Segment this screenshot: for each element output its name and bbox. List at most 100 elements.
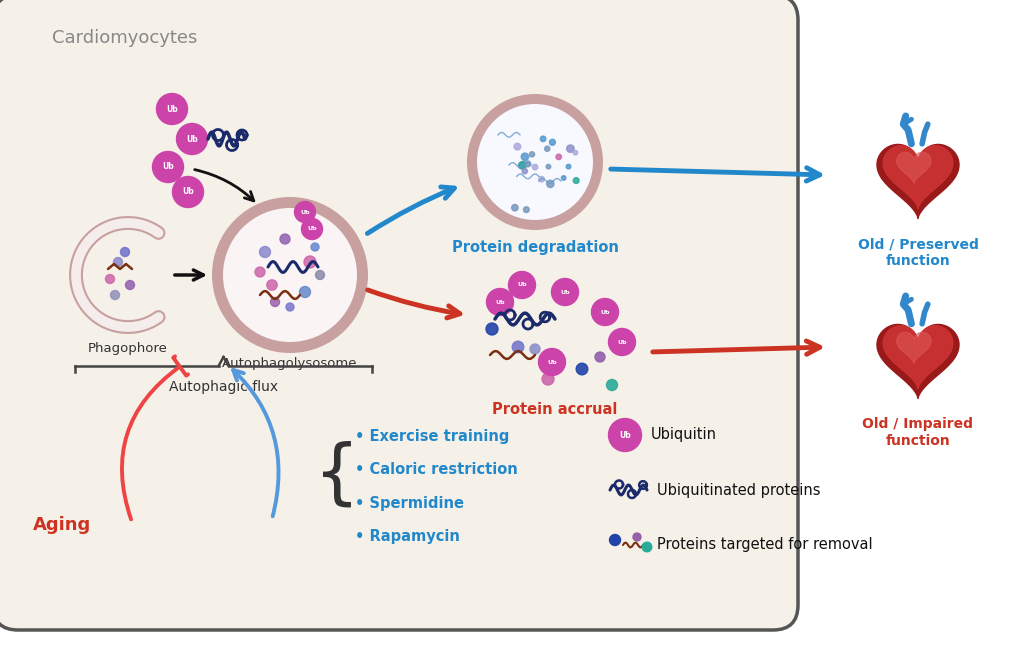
Text: • Exercise training: • Exercise training bbox=[355, 429, 509, 444]
Polygon shape bbox=[897, 332, 931, 363]
Circle shape bbox=[153, 152, 183, 183]
Circle shape bbox=[522, 168, 527, 174]
Circle shape bbox=[545, 146, 550, 151]
Circle shape bbox=[550, 139, 555, 145]
Text: Cardiomyocytes: Cardiomyocytes bbox=[52, 29, 198, 47]
Circle shape bbox=[311, 243, 319, 251]
Circle shape bbox=[514, 143, 521, 150]
Circle shape bbox=[299, 286, 310, 298]
Text: Ub: Ub bbox=[307, 227, 316, 231]
Text: • Rapamycin: • Rapamycin bbox=[355, 530, 460, 545]
Circle shape bbox=[552, 279, 579, 306]
Circle shape bbox=[111, 290, 120, 300]
Circle shape bbox=[176, 124, 208, 154]
Circle shape bbox=[486, 323, 498, 335]
Text: Phagophore: Phagophore bbox=[88, 342, 168, 355]
Circle shape bbox=[477, 104, 593, 220]
Circle shape bbox=[606, 380, 617, 390]
Circle shape bbox=[270, 298, 280, 307]
Circle shape bbox=[529, 152, 535, 157]
Circle shape bbox=[259, 246, 270, 258]
Text: Ub: Ub bbox=[560, 290, 569, 294]
Circle shape bbox=[608, 328, 636, 355]
Circle shape bbox=[467, 94, 603, 230]
Text: Proteins targeted for removal: Proteins targeted for removal bbox=[657, 537, 872, 553]
Text: Ub: Ub bbox=[496, 300, 505, 304]
Circle shape bbox=[521, 153, 528, 160]
Circle shape bbox=[561, 175, 566, 180]
Text: Aging: Aging bbox=[33, 516, 91, 534]
Text: Ubiquitin: Ubiquitin bbox=[651, 428, 717, 443]
Circle shape bbox=[573, 150, 578, 155]
Circle shape bbox=[595, 352, 605, 362]
Circle shape bbox=[519, 162, 526, 169]
Text: Ub: Ub bbox=[547, 359, 557, 365]
Circle shape bbox=[633, 533, 641, 541]
FancyBboxPatch shape bbox=[0, 0, 798, 630]
Circle shape bbox=[542, 373, 554, 385]
Circle shape bbox=[608, 419, 641, 451]
Circle shape bbox=[546, 164, 551, 169]
Circle shape bbox=[532, 164, 538, 170]
Text: Ub: Ub bbox=[517, 283, 526, 288]
Text: Old / Impaired
function: Old / Impaired function bbox=[862, 417, 974, 448]
Text: Ub: Ub bbox=[162, 162, 174, 171]
Text: Ub: Ub bbox=[600, 309, 609, 315]
Text: • Spermidine: • Spermidine bbox=[355, 496, 464, 511]
Text: Ub: Ub bbox=[620, 430, 631, 440]
Circle shape bbox=[541, 136, 546, 142]
Circle shape bbox=[280, 234, 290, 244]
Text: Ub: Ub bbox=[186, 135, 198, 143]
Circle shape bbox=[267, 280, 278, 290]
Circle shape bbox=[539, 348, 565, 376]
Text: Autophagic flux: Autophagic flux bbox=[169, 380, 279, 394]
Text: {: { bbox=[314, 441, 360, 510]
Circle shape bbox=[301, 219, 323, 240]
Polygon shape bbox=[877, 325, 959, 399]
Circle shape bbox=[255, 267, 265, 277]
Circle shape bbox=[304, 256, 316, 268]
Text: Protein degradation: Protein degradation bbox=[452, 240, 618, 255]
Circle shape bbox=[547, 180, 554, 187]
Circle shape bbox=[509, 271, 536, 298]
Circle shape bbox=[566, 164, 570, 169]
Polygon shape bbox=[897, 152, 931, 183]
Circle shape bbox=[223, 208, 357, 342]
Circle shape bbox=[573, 177, 580, 183]
Circle shape bbox=[642, 542, 652, 552]
Circle shape bbox=[286, 303, 294, 311]
Circle shape bbox=[512, 341, 524, 353]
Text: Ubiquitinated proteins: Ubiquitinated proteins bbox=[657, 482, 820, 497]
Circle shape bbox=[556, 154, 561, 160]
Circle shape bbox=[126, 281, 134, 290]
Text: Protein accrual: Protein accrual bbox=[493, 402, 617, 417]
Circle shape bbox=[525, 161, 530, 167]
Circle shape bbox=[530, 344, 540, 354]
Text: Ub: Ub bbox=[617, 340, 627, 344]
Circle shape bbox=[539, 177, 545, 182]
Polygon shape bbox=[883, 326, 953, 389]
Circle shape bbox=[518, 162, 525, 169]
Text: Ub: Ub bbox=[166, 104, 178, 114]
Circle shape bbox=[609, 535, 621, 545]
Text: Autophagolysosome: Autophagolysosome bbox=[222, 357, 357, 370]
Circle shape bbox=[486, 288, 513, 315]
Polygon shape bbox=[877, 145, 959, 219]
Circle shape bbox=[121, 248, 129, 256]
Circle shape bbox=[566, 145, 574, 152]
Circle shape bbox=[105, 275, 115, 284]
Circle shape bbox=[114, 258, 123, 267]
Circle shape bbox=[212, 197, 368, 353]
Text: Ub: Ub bbox=[300, 210, 309, 214]
Circle shape bbox=[512, 204, 518, 211]
Text: Ub: Ub bbox=[182, 187, 194, 196]
Circle shape bbox=[523, 207, 529, 212]
Polygon shape bbox=[883, 146, 953, 209]
Circle shape bbox=[592, 298, 618, 325]
Text: Old / Preserved
function: Old / Preserved function bbox=[857, 237, 979, 268]
Circle shape bbox=[172, 177, 204, 208]
Text: • Caloric restriction: • Caloric restriction bbox=[355, 463, 518, 478]
Circle shape bbox=[577, 363, 588, 374]
Circle shape bbox=[157, 93, 187, 124]
Circle shape bbox=[295, 202, 315, 223]
